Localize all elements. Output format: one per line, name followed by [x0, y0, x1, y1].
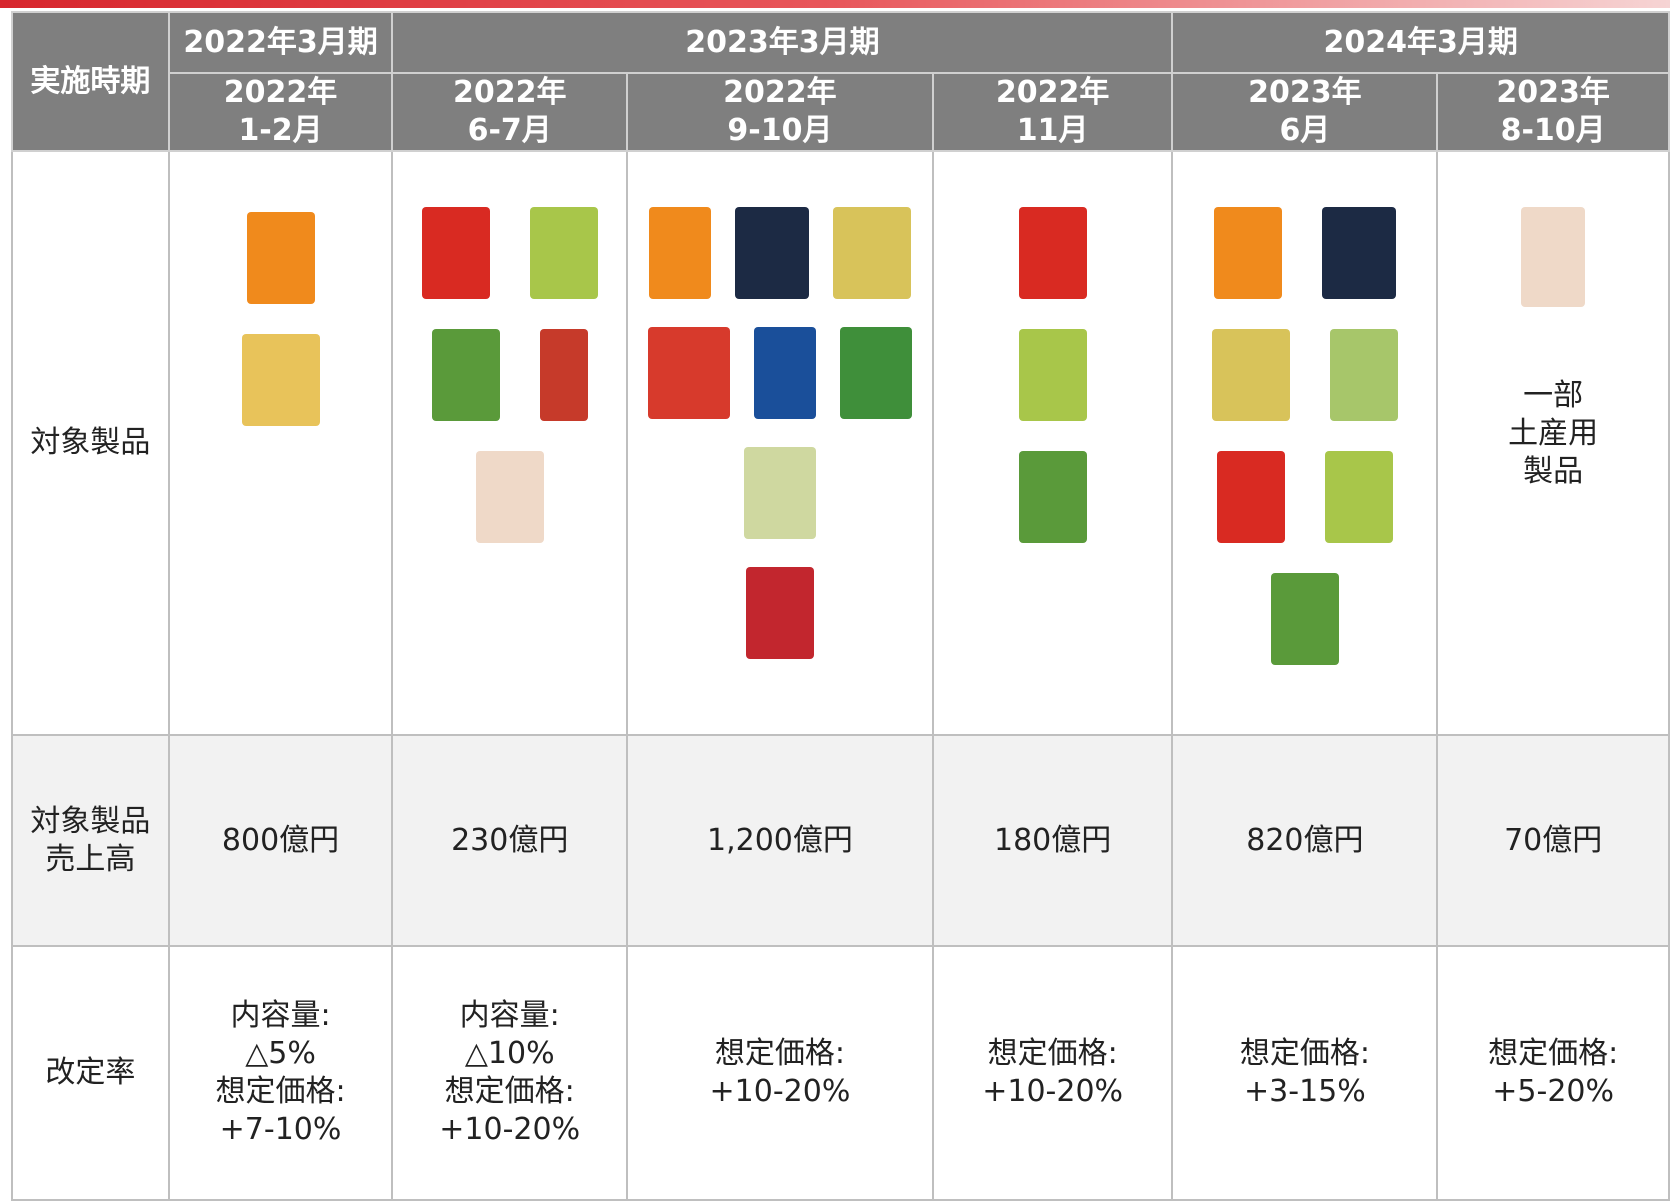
product-image — [839, 327, 912, 419]
row-label: 対象製品 売上高 — [11, 734, 170, 947]
price-table: 実施時期 2022年3月期 2023年3月期 2024年3月期 2022年 1-2… — [11, 11, 1670, 1201]
sales-value: 820億円 — [1171, 734, 1439, 947]
fiscal-year: 2022年3月期 — [167, 11, 394, 74]
text-line: 2022年 — [223, 75, 338, 110]
rate: 想定価格: +10-20% — [626, 945, 934, 1201]
sales-value: 180億円 — [931, 734, 1174, 947]
row-label: 対象製品 — [11, 150, 170, 736]
period: 2023年 8-10月 — [1436, 72, 1670, 152]
product-image — [1018, 329, 1087, 421]
product-image — [648, 207, 711, 299]
text-line: 想定価格: — [444, 1074, 575, 1109]
text-line: 2022年 — [452, 75, 567, 110]
text-line: 2022年 — [995, 75, 1110, 110]
text-line: 8-10月 — [1500, 113, 1606, 148]
product-image — [1521, 207, 1586, 307]
text-line: +5-20% — [1492, 1074, 1615, 1109]
text-line: 土産用 — [1508, 416, 1599, 451]
text-line: 改定率 — [45, 1055, 136, 1090]
product-image — [753, 327, 816, 419]
product-image — [241, 334, 320, 426]
text-line: △5% — [245, 1036, 316, 1071]
text-line: +3-15% — [1244, 1074, 1366, 1109]
period: 2022年 1-2月 — [167, 72, 394, 152]
product-image — [734, 207, 809, 299]
text-line: △10% — [464, 1036, 555, 1071]
header-label: 実施時期 — [11, 11, 170, 152]
sales-value: 70億円 — [1436, 734, 1670, 947]
rate: 内容量: △10% 想定価格: +10-20% — [391, 945, 629, 1201]
text-line: 11月 — [1016, 113, 1089, 148]
product-image — [529, 207, 598, 299]
text-line: 想定価格: — [1488, 1036, 1619, 1071]
product-image — [1324, 451, 1393, 543]
product-image — [246, 212, 315, 304]
text-line: +10-20% — [709, 1074, 851, 1109]
period: 2022年 9-10月 — [626, 72, 934, 152]
text-line: 9-10月 — [727, 113, 833, 148]
text-line: +7-10% — [219, 1112, 342, 1147]
rate: 想定価格: +5-20% — [1436, 945, 1670, 1201]
text-line: 内容量: — [230, 998, 331, 1033]
fiscal-year: 2023年3月期 — [391, 11, 1174, 74]
product-image — [1211, 329, 1290, 421]
text-line: 6月 — [1279, 113, 1331, 148]
text-line: 対象製品 — [30, 803, 151, 839]
product-image — [431, 329, 500, 421]
sales-value: 800億円 — [167, 734, 394, 947]
period: 2023年 6月 — [1171, 72, 1439, 152]
text-line: 想定価格: — [714, 1036, 845, 1071]
product-image — [1018, 451, 1087, 543]
fiscal-year: 2024年3月期 — [1171, 11, 1670, 74]
product-image — [832, 207, 911, 299]
rate: 想定価格: +10-20% — [931, 945, 1174, 1201]
rate: 想定価格: +3-15% — [1171, 945, 1439, 1201]
text-line: 2023年 — [1248, 75, 1362, 110]
product-image — [647, 327, 730, 419]
text-line: 一部 — [1523, 378, 1584, 413]
text-line: 6-7月 — [467, 113, 552, 148]
text-line: 対象製品 — [30, 425, 151, 460]
product-image — [1321, 207, 1396, 299]
product-image — [539, 329, 588, 421]
rate: 内容量: △5% 想定価格: +7-10% — [167, 945, 394, 1201]
text-line: 2023年 — [1496, 75, 1610, 110]
products-note: 一部 土産用 製品 — [1508, 377, 1598, 491]
text-line: +10-20% — [439, 1112, 581, 1147]
text-line: 製品 — [1523, 454, 1584, 489]
product-image — [1018, 207, 1087, 299]
product-image — [421, 207, 490, 299]
text-line: 1-2月 — [238, 113, 323, 148]
text-line: 売上高 — [45, 841, 136, 877]
sales-value: 230億円 — [391, 734, 629, 947]
period: 2022年 6-7月 — [391, 72, 629, 152]
product-image — [1216, 451, 1285, 543]
text-line: 2022年 — [723, 75, 837, 110]
product-image — [743, 447, 816, 539]
text-line: 想定価格: — [1239, 1036, 1370, 1071]
row-label: 改定率 — [11, 945, 170, 1201]
period: 2022年 11月 — [931, 72, 1174, 152]
product-image — [1270, 573, 1339, 665]
product-image — [1329, 329, 1398, 421]
text-line: 想定価格: — [215, 1074, 346, 1109]
text-line: 内容量: — [459, 998, 560, 1033]
sales-value: 1,200億円 — [626, 734, 934, 947]
product-image — [1213, 207, 1282, 299]
text-line: 想定価格: — [987, 1036, 1118, 1071]
text-line: +10-20% — [982, 1074, 1124, 1109]
product-image — [475, 451, 544, 543]
top-bar — [0, 0, 1670, 8]
product-image — [745, 567, 814, 659]
